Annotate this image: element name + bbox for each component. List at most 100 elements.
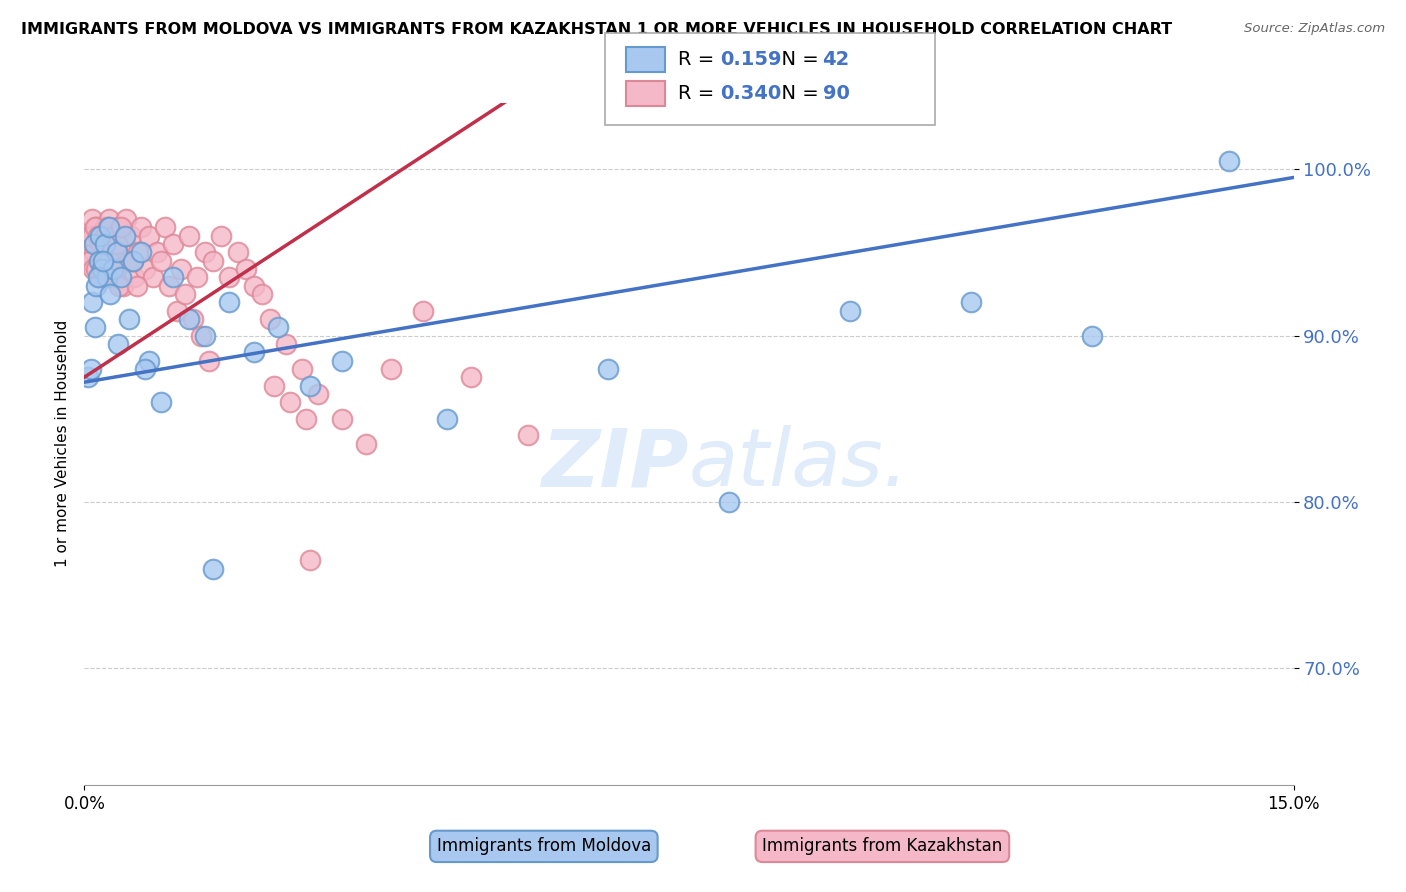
Point: [170, 262, 193, 277]
Point: [181, 312, 204, 326]
Point: [149, 253, 172, 268]
Point: [291, 362, 314, 376]
Point: [103, 228, 125, 243]
Point: [142, 270, 165, 285]
Point: [84, 220, 107, 235]
Point: [138, 353, 160, 368]
Point: [98, 287, 121, 301]
Point: [114, 228, 136, 243]
Point: [86, 278, 108, 293]
Point: [82, 295, 104, 310]
Point: [87, 253, 110, 268]
Point: [97, 212, 120, 227]
Point: [129, 245, 152, 260]
Point: [218, 295, 240, 310]
Point: [97, 220, 120, 235]
Point: [87, 228, 110, 243]
Text: ZIP: ZIP: [541, 425, 689, 503]
Point: [77, 370, 100, 384]
Point: [100, 237, 122, 252]
Point: [103, 228, 125, 243]
Point: [330, 412, 353, 426]
Point: [202, 253, 225, 268]
Point: [242, 278, 264, 293]
Point: [82, 262, 104, 277]
Point: [98, 253, 121, 268]
Point: [194, 328, 217, 343]
Point: [129, 220, 152, 235]
Text: 42: 42: [823, 50, 849, 70]
Point: [125, 278, 148, 293]
Point: [118, 312, 141, 326]
Text: Source: ZipAtlas.com: Source: ZipAtlas.com: [1244, 22, 1385, 36]
Point: [105, 245, 128, 260]
Point: [124, 270, 146, 285]
Point: [121, 253, 143, 268]
Point: [77, 228, 100, 243]
Point: [235, 262, 257, 277]
Text: Immigrants from Moldova: Immigrants from Moldova: [437, 838, 651, 855]
Point: [110, 220, 132, 235]
Point: [101, 270, 124, 285]
Point: [259, 312, 281, 326]
Point: [412, 303, 434, 318]
Point: [115, 212, 138, 227]
Text: Immigrants from Kazakhstan: Immigrants from Kazakhstan: [762, 838, 1002, 855]
Point: [138, 228, 160, 243]
Point: [436, 412, 458, 426]
Point: [198, 353, 221, 368]
Text: R =: R =: [678, 84, 720, 103]
Point: [80, 228, 103, 243]
Point: [93, 270, 115, 285]
Point: [107, 337, 129, 351]
Point: [79, 253, 101, 268]
Point: [1218, 153, 1240, 168]
Point: [89, 228, 111, 243]
Point: [1081, 328, 1104, 343]
Point: [91, 237, 114, 252]
Point: [94, 270, 117, 285]
Point: [86, 262, 108, 277]
Point: [107, 237, 129, 252]
Point: [83, 237, 105, 252]
Text: 0.159: 0.159: [720, 50, 782, 70]
Point: [94, 220, 117, 235]
Point: [90, 237, 112, 252]
Point: [112, 278, 135, 293]
Point: [263, 378, 285, 392]
Point: [97, 220, 120, 235]
Point: [179, 312, 201, 326]
Point: [93, 228, 115, 243]
Point: [108, 253, 131, 268]
Point: [105, 245, 128, 260]
Point: [108, 278, 131, 293]
Point: [86, 262, 108, 277]
Y-axis label: 1 or more Vehicles in Household: 1 or more Vehicles in Household: [55, 320, 70, 567]
Point: [162, 237, 184, 252]
Point: [120, 228, 142, 243]
Point: [295, 412, 318, 426]
Point: [209, 228, 232, 243]
Point: [91, 262, 114, 277]
Point: [127, 245, 149, 260]
Point: [186, 270, 208, 285]
Point: [134, 362, 156, 376]
Point: [98, 237, 121, 252]
Point: [101, 262, 124, 277]
Point: [179, 228, 201, 243]
Point: [80, 362, 103, 376]
Point: [250, 287, 273, 301]
Point: [107, 220, 129, 235]
Point: [87, 270, 110, 285]
Text: N =: N =: [769, 84, 825, 103]
Point: [460, 370, 482, 384]
Point: [202, 561, 225, 575]
Point: [87, 228, 110, 243]
Point: [307, 387, 329, 401]
Point: [516, 428, 538, 442]
Point: [91, 253, 114, 268]
Point: [194, 245, 217, 260]
Point: [149, 395, 172, 409]
Point: [242, 345, 264, 359]
Point: [226, 245, 249, 260]
